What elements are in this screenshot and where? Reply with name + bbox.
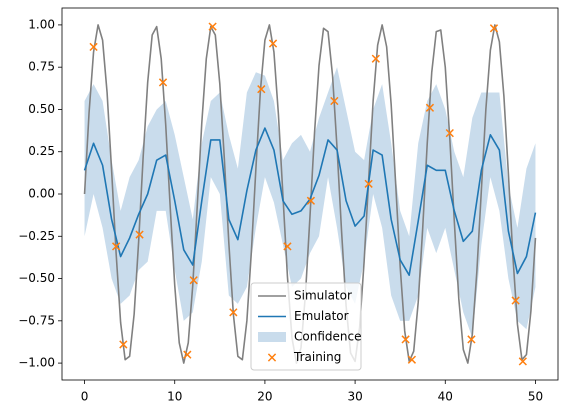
training-point <box>183 350 192 359</box>
legend-label: Training <box>293 350 341 364</box>
y-tick-label: 0.50 <box>28 102 55 116</box>
training-point <box>283 242 292 251</box>
training-point <box>89 42 98 52</box>
x-tick-label: 0 <box>81 390 89 404</box>
y-tick-label: 1.00 <box>28 17 55 31</box>
x-tick-label: 30 <box>347 390 362 404</box>
training-point <box>371 54 380 63</box>
training-point <box>158 78 168 87</box>
training-point <box>364 179 373 188</box>
y-tick-label: −0.25 <box>18 229 55 243</box>
x-tick-label: 10 <box>167 390 182 404</box>
training-point <box>445 128 454 138</box>
training-point <box>489 24 499 33</box>
y-tick-label: −0.75 <box>18 313 55 327</box>
training-point <box>135 230 144 239</box>
training-point <box>189 276 198 285</box>
training-point <box>306 196 316 205</box>
y-tick-label: 0.25 <box>28 144 55 158</box>
training-point <box>425 103 435 112</box>
training-point <box>119 340 128 349</box>
training-point <box>407 355 417 364</box>
x-tick-label: 50 <box>528 390 543 404</box>
x-tick-label: 20 <box>257 390 272 404</box>
training-point <box>208 22 217 31</box>
legend-swatch <box>258 332 286 342</box>
axes-frame <box>61 7 559 381</box>
legend-label: Confidence <box>294 330 361 344</box>
training-point <box>401 335 410 344</box>
legend-box <box>250 282 362 371</box>
legend: Simulator Emulator Confidence Training <box>250 282 362 371</box>
training-point <box>229 308 238 317</box>
line-simulator <box>83 24 537 364</box>
y-tick-label: 0.75 <box>28 60 55 74</box>
training-point <box>330 96 339 106</box>
x-tick-label: 40 <box>438 390 453 404</box>
training-point <box>268 39 278 48</box>
training-point <box>111 242 121 251</box>
y-tick-label: −1.00 <box>18 356 55 370</box>
y-tick-label: 0.00 <box>28 187 55 201</box>
training-point <box>257 85 266 94</box>
legend-label: Emulator <box>294 309 349 323</box>
legend-label: Simulator <box>294 289 352 303</box>
legend-swatch <box>267 353 277 362</box>
training-point <box>511 296 520 305</box>
y-tick-label: −0.50 <box>18 271 55 285</box>
training-point <box>467 335 476 344</box>
training-point <box>518 357 527 366</box>
